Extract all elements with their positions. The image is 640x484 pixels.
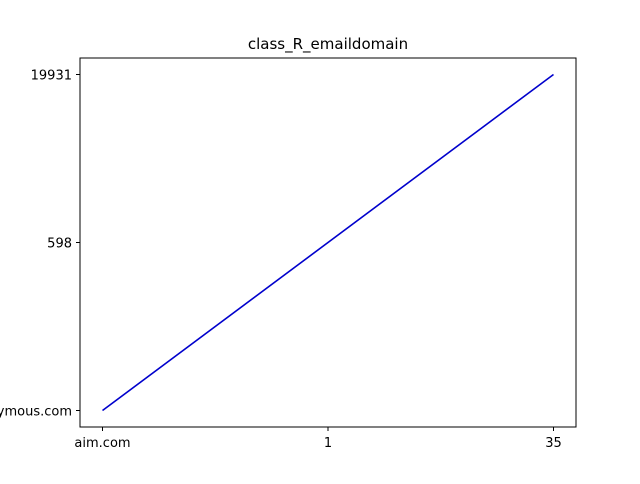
y-axis-ticks: anonymous.com 598 19931 [0, 69, 80, 420]
x-axis-ticks: aim.com 1 35 [74, 427, 562, 451]
x-tick-label: 1 [324, 436, 332, 451]
y-tick-label: 598 [47, 237, 72, 252]
y-tick-label: anonymous.com [0, 405, 72, 420]
x-tick-label: aim.com [74, 436, 130, 451]
y-tick-label: 19931 [31, 69, 72, 84]
plot-frame [79, 57, 577, 428]
series-line [102, 73, 554, 412]
series-layer [102, 73, 554, 412]
x-tick-label: 35 [545, 436, 562, 451]
chart-title: class_R_emaildomain [248, 35, 408, 54]
